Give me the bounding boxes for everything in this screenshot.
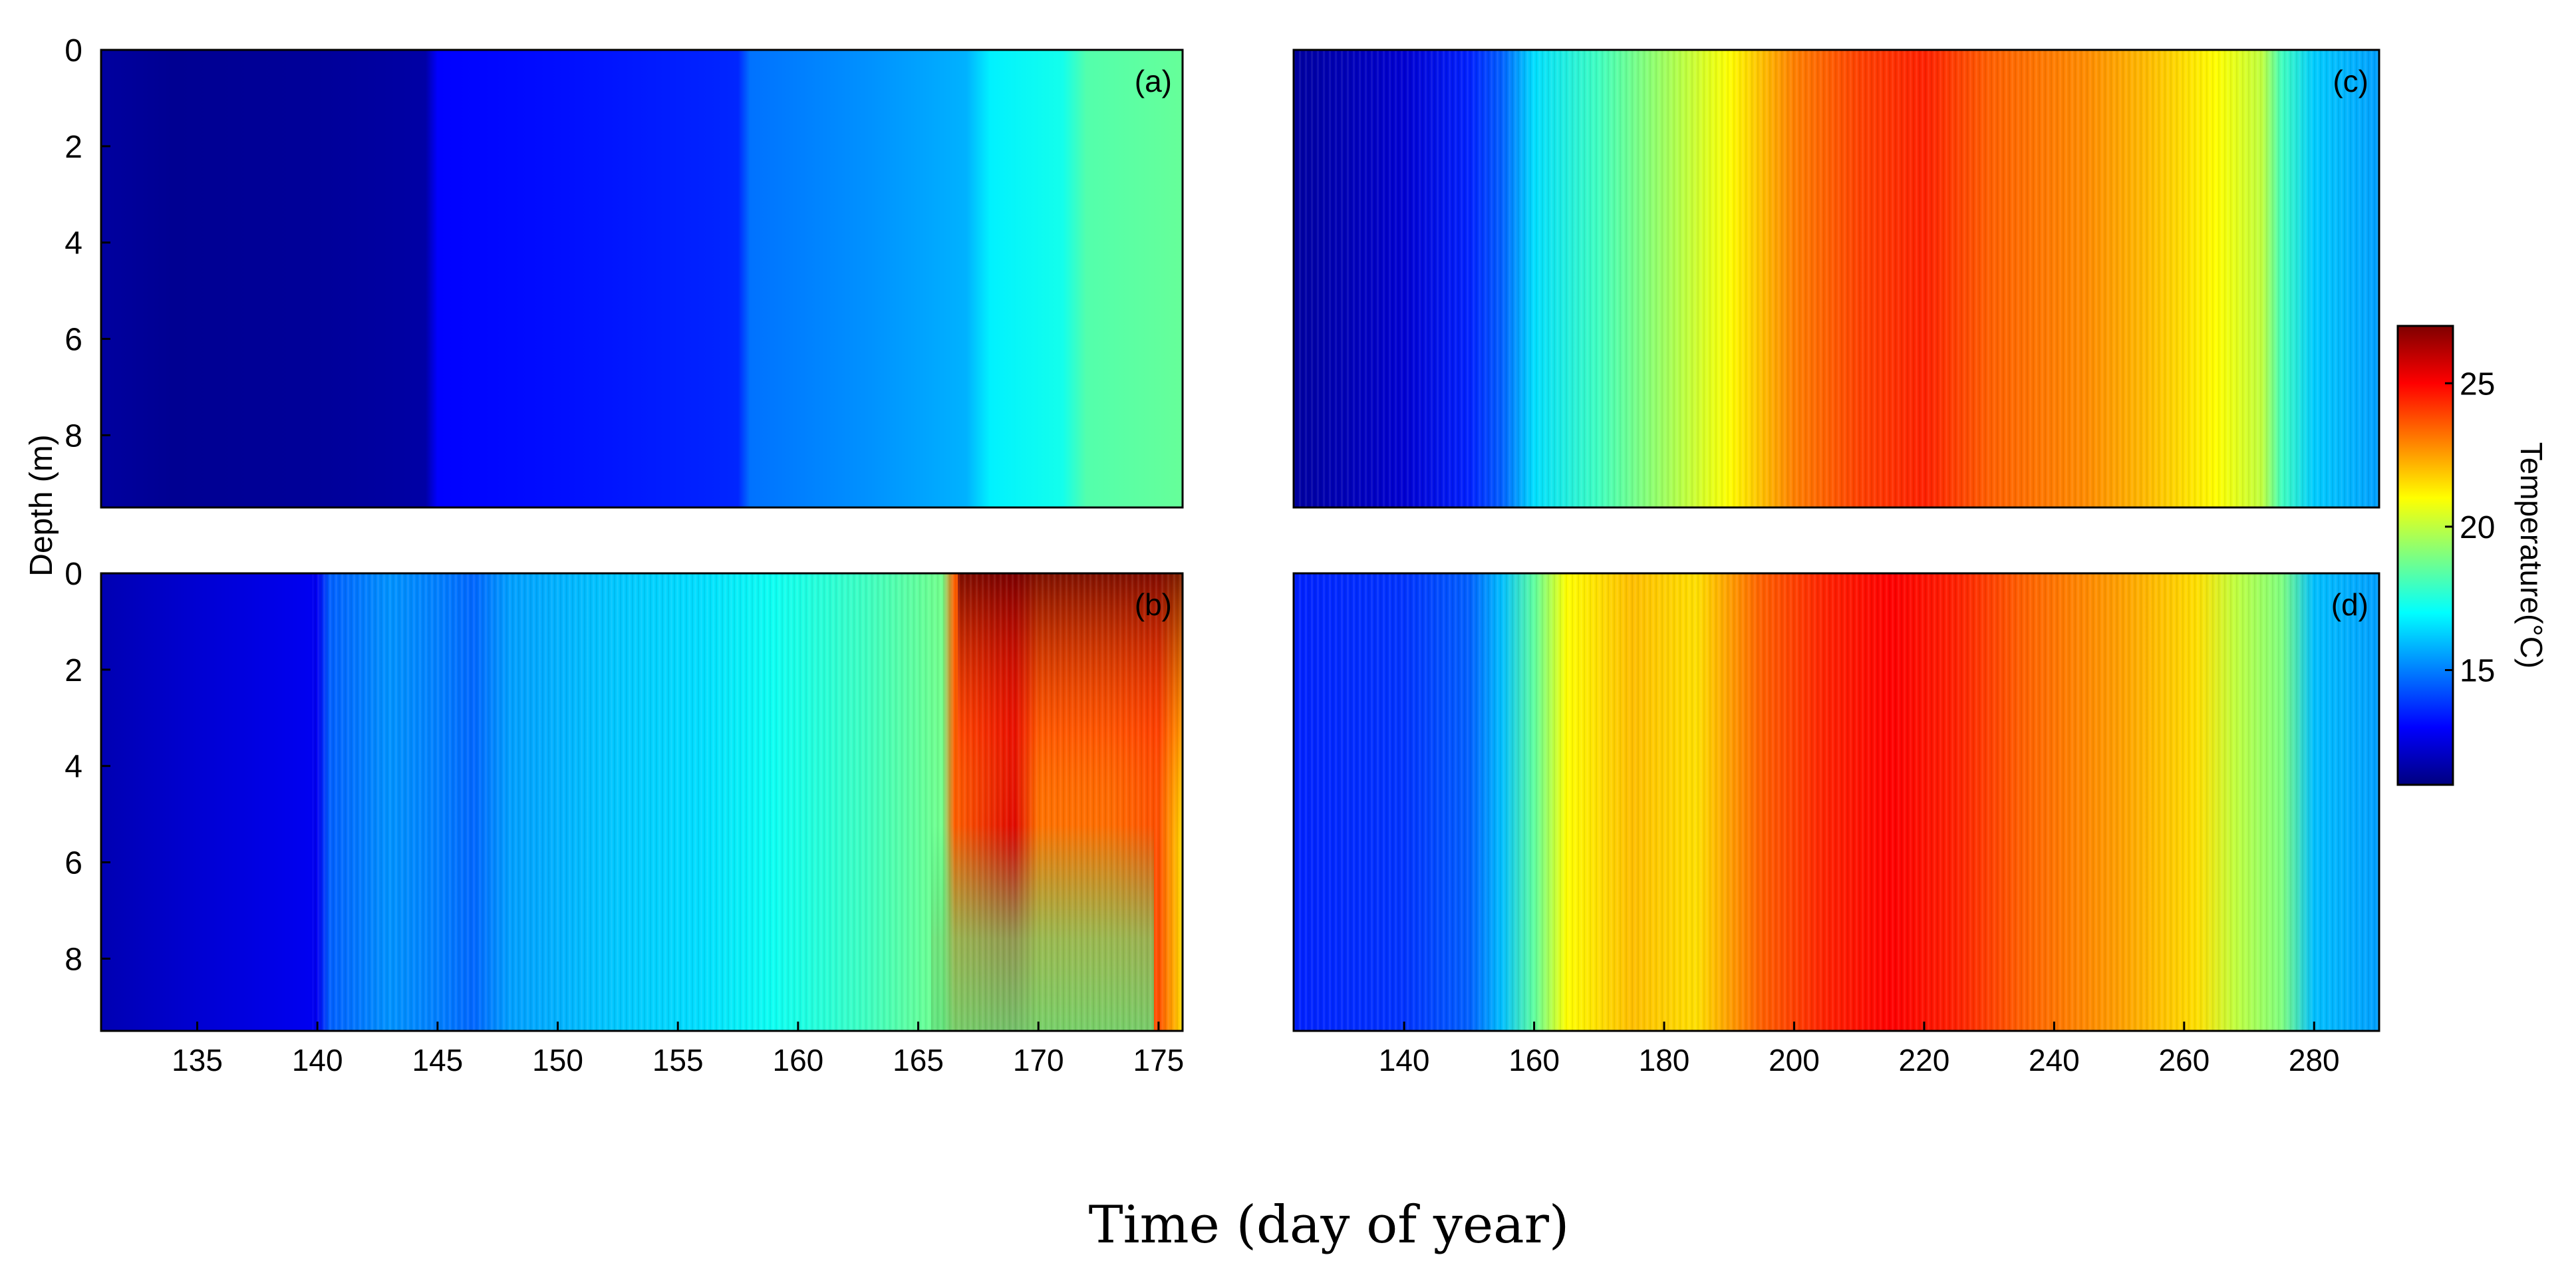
colorbar-ticks: 15 20 25 (2445, 366, 2495, 689)
colorbar: 15 20 25 Temperature(°C) (2396, 325, 2549, 786)
x-tick-label: 260 (2158, 1043, 2210, 1077)
x-tick-label: 200 (1769, 1043, 1820, 1077)
x-tick-label: 180 (1639, 1043, 1690, 1077)
x-tick-label: 150 (532, 1043, 583, 1077)
plot-frame-b (100, 572, 1184, 1032)
x-tick-label: 160 (1508, 1043, 1560, 1077)
y-tick-label: 4 (65, 226, 82, 261)
x-axis-label: Time (day of year) (1089, 1195, 1570, 1255)
x-tick-label: 280 (2289, 1043, 2340, 1077)
x-tick-label: 140 (1379, 1043, 1430, 1077)
panel-label-a: (a) (1135, 64, 1172, 98)
x-tick-label: 140 (292, 1043, 343, 1077)
y-tick-label: 8 (65, 418, 82, 454)
y-tick-label: 6 (65, 846, 82, 881)
colorbar-gradient (2398, 326, 2453, 785)
plot-frame-a (100, 49, 1184, 509)
y-tick-label: 8 (65, 942, 82, 977)
x-tick-label: 160 (772, 1043, 823, 1077)
x-tick-label: 240 (2029, 1043, 2080, 1077)
panel-d: (d) 140 160 180 200 220 240 260 280 (1292, 572, 2380, 1077)
plot-frame-d (1292, 572, 2380, 1032)
panel-b: (b) 0 2 4 6 8 135 140 145 150 155 160 165 170 175 (65, 557, 1184, 1077)
x-tick-label: 170 (1013, 1043, 1064, 1077)
colorbar-tick-label: 20 (2460, 510, 2495, 545)
x-ticks-b: 135 140 145 150 155 160 165 170 175 (172, 1022, 1184, 1077)
panel-a: (a) 0 2 4 6 8 (65, 33, 1184, 509)
y-tick-label: 0 (65, 557, 82, 592)
y-ticks-a: 0 2 4 6 8 (65, 33, 110, 454)
colorbar-label: Temperature(°C) (2514, 442, 2549, 669)
x-tick-label: 145 (412, 1043, 463, 1077)
panel-label-d: (d) (2331, 587, 2368, 622)
x-ticks-d: 140 160 180 200 220 240 260 280 (1379, 1022, 2340, 1077)
plot-frame-c (1292, 49, 2380, 509)
y-tick-label: 6 (65, 323, 82, 358)
panel-label-c: (c) (2333, 64, 2368, 98)
y-tick-label: 2 (65, 653, 82, 688)
x-tick-label: 135 (172, 1043, 223, 1077)
y-axis-label: Depth (m) (24, 434, 59, 576)
panel-label-b: (b) (1135, 587, 1172, 622)
heatmap-a (101, 50, 1183, 507)
x-tick-label: 175 (1133, 1043, 1184, 1077)
heatmap-b-texture (313, 573, 1183, 1031)
x-tick-label: 165 (893, 1043, 944, 1077)
colorbar-frame (2396, 325, 2454, 786)
y-ticks-b: 0 2 4 6 8 (65, 557, 110, 977)
heatmap-c-texture (1294, 50, 2379, 507)
panel-c: (c) (1292, 49, 2380, 509)
y-tick-label: 2 (65, 130, 82, 165)
colorbar-tick-label: 25 (2460, 366, 2495, 402)
x-tick-label: 155 (652, 1043, 704, 1077)
x-tick-label: 220 (1899, 1043, 1950, 1077)
y-tick-label: 0 (65, 33, 82, 69)
colorbar-tick-label: 15 (2460, 654, 2495, 689)
y-tick-label: 4 (65, 750, 82, 785)
heatmap-d-texture (1294, 573, 2379, 1031)
